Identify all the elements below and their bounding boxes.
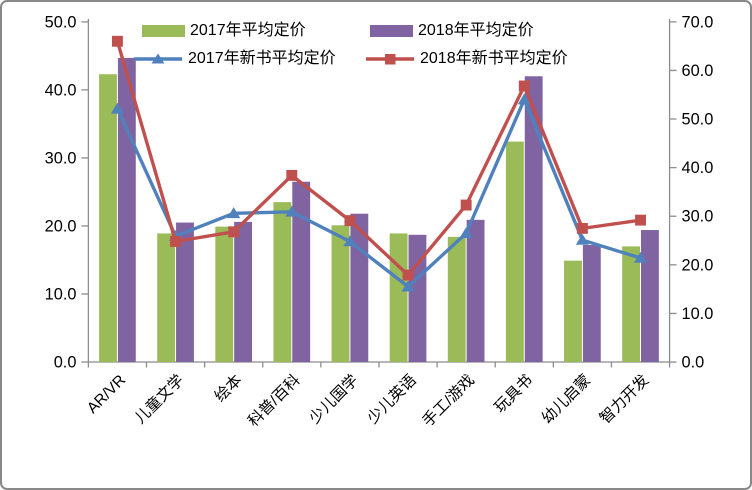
left-axis-tick-label: 0.0 bbox=[54, 353, 77, 371]
square-marker bbox=[228, 226, 240, 238]
triangle-marker bbox=[517, 93, 531, 105]
x-category-label: 玩具书 bbox=[491, 371, 536, 416]
bar bbox=[447, 236, 466, 363]
triangle-marker bbox=[575, 233, 589, 245]
x-category-label: 少儿国学 bbox=[305, 371, 361, 427]
square-marker bbox=[170, 236, 182, 247]
right-axis-tick-label: 20.0 bbox=[681, 256, 713, 274]
line-path bbox=[115, 40, 641, 277]
bar-series-2017年平均定价 bbox=[99, 74, 641, 363]
left-axis-tick-label: 50.0 bbox=[45, 13, 77, 31]
bar bbox=[622, 246, 641, 363]
x-category-label: 儿童文学 bbox=[130, 370, 187, 427]
triangle-marker bbox=[633, 251, 648, 263]
line-path bbox=[115, 97, 642, 289]
square-marker bbox=[576, 222, 588, 234]
x-category-label: 少儿英语 bbox=[364, 371, 420, 427]
bar bbox=[157, 233, 176, 363]
square-marker bbox=[286, 169, 298, 181]
right-axis-tick-label: 50.0 bbox=[681, 110, 713, 128]
left-axis-tick-label: 30.0 bbox=[45, 149, 77, 167]
bar bbox=[215, 226, 234, 363]
bar bbox=[466, 219, 485, 363]
right-axis-tick-label: 0.0 bbox=[681, 353, 704, 371]
bar bbox=[273, 202, 292, 363]
left-axis-tick-label: 10.0 bbox=[45, 285, 77, 303]
x-category-label: AR/VR bbox=[84, 372, 129, 417]
bar bbox=[331, 225, 350, 363]
x-category-label: 幼儿启蒙 bbox=[538, 371, 594, 427]
right-axis-tick-label: 60.0 bbox=[681, 62, 713, 80]
right-axis-tick-label: 70.0 bbox=[681, 13, 713, 31]
right-axis-tick-label: 10.0 bbox=[681, 305, 713, 323]
x-category-label: 手工/游戏 bbox=[419, 371, 478, 430]
line-series-2018年新书平均定价 bbox=[111, 35, 646, 281]
square-marker bbox=[402, 269, 414, 281]
square-marker bbox=[111, 35, 123, 47]
triangle-marker bbox=[110, 102, 124, 114]
bar bbox=[505, 141, 524, 363]
bar bbox=[564, 260, 582, 363]
bar bbox=[524, 76, 543, 363]
x-category-labels: AR/VR 儿童文学 绘本 科普/百科 少儿国学 少儿英语 手工/游戏 玩具书 幼儿启蒙 智力开发 bbox=[84, 370, 652, 430]
bar bbox=[99, 74, 117, 363]
left-axis-tick-label: 20.0 bbox=[45, 217, 77, 235]
bar bbox=[292, 181, 311, 363]
triangle-marker bbox=[459, 227, 473, 239]
triangle-marker bbox=[401, 280, 415, 292]
bar bbox=[582, 245, 601, 363]
axis-tick-labels: 0.0 10.0 20.0 30.0 40.0 50.0 0.0 10.0 20.0 30.0 40… bbox=[45, 13, 714, 371]
left-axis-tick-label: 40.0 bbox=[45, 81, 77, 99]
x-category-label: 智力开发 bbox=[596, 371, 652, 427]
right-axis-tick-label: 40.0 bbox=[681, 159, 713, 177]
bar bbox=[176, 222, 194, 363]
bar bbox=[234, 221, 253, 363]
bar bbox=[117, 57, 136, 363]
triangle-marker bbox=[285, 205, 299, 217]
bar-series-2018年平均定价 bbox=[117, 57, 659, 363]
x-category-label: 科普/百科 bbox=[244, 371, 303, 430]
square-marker bbox=[344, 215, 356, 227]
right-axis-tick-label: 30.0 bbox=[681, 208, 713, 226]
square-marker bbox=[518, 80, 530, 92]
triangle-marker bbox=[343, 235, 357, 247]
square-marker bbox=[460, 199, 472, 211]
bar bbox=[389, 233, 408, 363]
triangle-marker bbox=[227, 207, 241, 219]
x-category-label: 绘本 bbox=[211, 371, 245, 405]
square-marker bbox=[635, 214, 646, 226]
bar bbox=[641, 230, 659, 363]
